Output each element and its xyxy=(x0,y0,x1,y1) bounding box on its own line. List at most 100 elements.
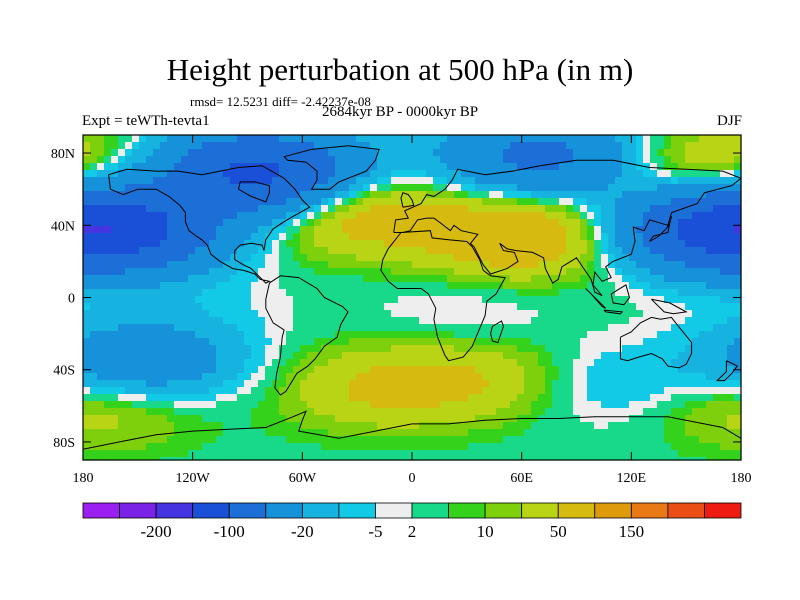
field-cell xyxy=(678,275,686,283)
colorbar-swatch xyxy=(155,502,194,519)
field-cell xyxy=(209,359,217,367)
field-cell xyxy=(251,156,259,164)
field-cell xyxy=(335,282,343,290)
field-cell xyxy=(258,149,266,157)
field-cell xyxy=(419,345,427,353)
season-text: DJF xyxy=(716,113,742,129)
field-cell xyxy=(671,387,679,395)
field-cell xyxy=(517,226,525,234)
field-cell xyxy=(181,387,189,395)
field-cell xyxy=(447,338,455,346)
field-cell xyxy=(510,450,518,458)
field-cell xyxy=(706,366,714,374)
field-cell xyxy=(251,443,259,451)
field-cell xyxy=(734,254,742,262)
field-cell xyxy=(160,450,168,458)
field-cell xyxy=(615,422,623,430)
field-cell xyxy=(398,310,406,318)
field-cell xyxy=(461,422,469,430)
field-cell xyxy=(538,380,546,388)
field-cell xyxy=(720,415,728,423)
field-cell xyxy=(503,310,511,318)
field-cell xyxy=(601,205,609,213)
field-cell xyxy=(286,184,294,192)
field-cell xyxy=(391,289,399,297)
field-cell xyxy=(720,268,728,276)
field-cell xyxy=(314,254,322,262)
field-cell xyxy=(643,149,651,157)
field-cell xyxy=(496,352,504,360)
field-cell xyxy=(419,443,427,451)
field-cell xyxy=(489,436,497,444)
field-cell xyxy=(692,422,700,430)
field-cell xyxy=(503,156,511,164)
field-cell xyxy=(202,401,210,409)
field-cell xyxy=(153,275,161,283)
field-cell xyxy=(223,135,231,143)
field-cell xyxy=(573,457,581,461)
field-cell xyxy=(496,296,504,304)
field-cell xyxy=(174,457,182,461)
field-cell xyxy=(111,317,119,325)
field-cell xyxy=(573,184,581,192)
field-cell xyxy=(552,408,560,416)
field-cell xyxy=(258,436,266,444)
field-cell xyxy=(244,296,252,304)
field-cell xyxy=(615,289,623,297)
field-cell xyxy=(461,415,469,423)
field-cell xyxy=(643,373,651,381)
field-cell xyxy=(342,457,350,461)
field-cell xyxy=(699,457,707,461)
field-cell xyxy=(664,226,672,234)
field-cell xyxy=(265,198,273,206)
field-cell xyxy=(552,359,560,367)
field-cell xyxy=(216,429,224,437)
field-cell xyxy=(643,394,651,402)
field-cell xyxy=(706,198,714,206)
field-cell xyxy=(174,324,182,332)
field-cell xyxy=(279,163,287,171)
field-cell xyxy=(706,338,714,346)
field-cell xyxy=(510,394,518,402)
field-cell xyxy=(202,359,210,367)
field-cell xyxy=(615,212,623,220)
field-cell xyxy=(440,373,448,381)
field-cell xyxy=(531,310,539,318)
field-cell xyxy=(587,338,595,346)
field-cell xyxy=(447,184,455,192)
field-cell xyxy=(370,373,378,381)
field-cell xyxy=(699,352,707,360)
field-cell xyxy=(412,226,420,234)
field-cell xyxy=(118,394,126,402)
field-cell xyxy=(608,296,616,304)
field-cell xyxy=(601,401,609,409)
field-cell xyxy=(272,135,280,143)
field-cell xyxy=(132,233,140,241)
field-cell xyxy=(314,359,322,367)
field-cell xyxy=(118,324,126,332)
field-cell xyxy=(349,205,357,213)
field-cell xyxy=(531,156,539,164)
field-cell xyxy=(587,352,595,360)
field-cell xyxy=(510,254,518,262)
field-cell xyxy=(328,303,336,311)
field-cell xyxy=(153,394,161,402)
field-cell xyxy=(580,149,588,157)
field-cell xyxy=(468,443,476,451)
field-cell xyxy=(111,275,119,283)
field-cell xyxy=(167,352,175,360)
field-cell xyxy=(223,317,231,325)
field-cell xyxy=(321,156,329,164)
field-cell xyxy=(538,324,546,332)
field-cell xyxy=(559,415,567,423)
field-cell xyxy=(510,219,518,227)
field-cell xyxy=(468,331,476,339)
field-cell xyxy=(300,373,308,381)
field-cell xyxy=(657,436,665,444)
field-cell xyxy=(678,226,686,234)
field-cell xyxy=(83,233,91,241)
field-cell xyxy=(468,394,476,402)
field-cell xyxy=(314,247,322,255)
field-cell xyxy=(160,443,168,451)
field-cell xyxy=(181,233,189,241)
